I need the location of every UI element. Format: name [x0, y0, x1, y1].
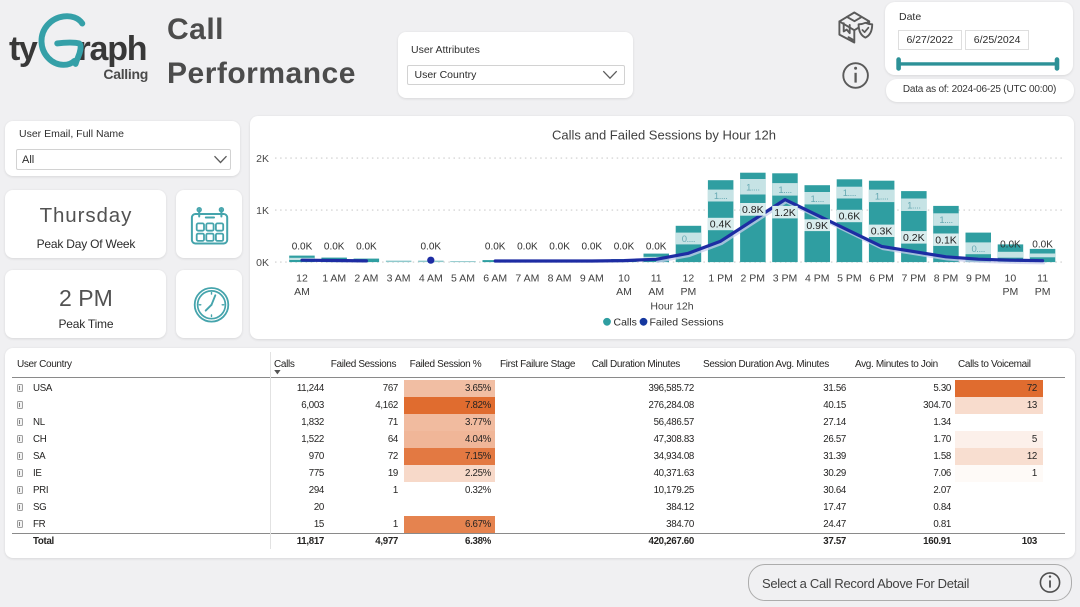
svg-text:1 PM: 1 PM [708, 273, 733, 285]
svg-text:5 PM: 5 PM [837, 273, 862, 285]
svg-text:0.0K: 0.0K [582, 242, 603, 253]
svg-text:0.2K: 0.2K [903, 232, 925, 244]
svg-text:Calls: Calls [614, 317, 637, 329]
svg-text:11: 11 [651, 273, 662, 285]
svg-text:1....: 1.... [714, 191, 727, 202]
svg-text:12: 12 [683, 273, 695, 285]
svg-text:8 AM: 8 AM [548, 273, 572, 285]
svg-text:0.0K: 0.0K [549, 242, 570, 253]
svg-text:0....: 0.... [972, 244, 985, 255]
svg-text:0.0K: 0.0K [646, 242, 667, 253]
svg-text:11: 11 [1037, 273, 1048, 285]
svg-text:3 PM: 3 PM [773, 273, 798, 285]
svg-text:0.6K: 0.6K [839, 211, 861, 223]
svg-text:7 AM: 7 AM [515, 273, 539, 285]
svg-text:0.8K: 0.8K [742, 204, 764, 216]
svg-text:10: 10 [1005, 273, 1017, 285]
svg-text:7 PM: 7 PM [902, 273, 927, 285]
svg-text:0.9K: 0.9K [806, 220, 828, 232]
svg-text:PM: PM [681, 286, 697, 298]
svg-text:PM: PM [1035, 286, 1051, 298]
svg-text:1....: 1.... [811, 194, 824, 205]
svg-text:2 PM: 2 PM [741, 273, 766, 285]
svg-text:6 AM: 6 AM [483, 273, 507, 285]
svg-text:1....: 1.... [843, 188, 856, 199]
svg-text:3 AM: 3 AM [387, 273, 411, 285]
svg-text:0.0K: 0.0K [356, 242, 377, 253]
svg-text:ty: ty [9, 30, 38, 68]
svg-text:0.0K: 0.0K [1000, 240, 1021, 251]
svg-text:AM: AM [616, 286, 632, 298]
svg-text:0.0K: 0.0K [324, 242, 345, 253]
svg-text:AM: AM [648, 286, 664, 298]
svg-text:0.0K: 0.0K [1032, 240, 1053, 251]
svg-text:12: 12 [296, 273, 308, 285]
svg-text:0.3K: 0.3K [871, 226, 893, 238]
svg-text:PM: PM [1003, 286, 1019, 298]
svg-text:0.0K: 0.0K [485, 242, 506, 253]
svg-text:0.0K: 0.0K [614, 242, 635, 253]
svg-text:0.0K: 0.0K [421, 242, 442, 253]
svg-text:10: 10 [618, 273, 630, 285]
svg-text:1....: 1.... [778, 185, 791, 196]
svg-text:1K: 1K [256, 205, 269, 217]
svg-text:6 PM: 6 PM [869, 273, 894, 285]
svg-text:1....: 1.... [875, 191, 888, 202]
svg-text:Calls and Failed Sessions by H: Calls and Failed Sessions by Hour 12h [552, 128, 776, 143]
svg-text:5 AM: 5 AM [451, 273, 475, 285]
svg-text:0.1K: 0.1K [935, 234, 957, 246]
svg-text:9 PM: 9 PM [966, 273, 991, 285]
svg-text:1....: 1.... [939, 215, 952, 226]
svg-text:2K: 2K [256, 153, 269, 165]
svg-text:Calling: Calling [103, 66, 148, 82]
svg-text:AM: AM [294, 286, 310, 298]
svg-text:raph: raph [78, 30, 147, 68]
svg-text:9 AM: 9 AM [580, 273, 604, 285]
svg-text:0.0K: 0.0K [292, 242, 313, 253]
svg-text:Failed Sessions: Failed Sessions [650, 317, 724, 329]
svg-text:8 PM: 8 PM [934, 273, 959, 285]
svg-text:4 AM: 4 AM [419, 273, 443, 285]
svg-text:0.4K: 0.4K [710, 219, 732, 231]
svg-text:1 AM: 1 AM [322, 273, 346, 285]
svg-text:Hour 12h: Hour 12h [650, 301, 693, 313]
svg-text:1....: 1.... [907, 200, 920, 211]
svg-text:0K: 0K [256, 257, 269, 269]
svg-text:0.0K: 0.0K [517, 242, 538, 253]
svg-text:4 PM: 4 PM [805, 273, 830, 285]
svg-text:1....: 1.... [746, 182, 759, 193]
svg-text:2 AM: 2 AM [354, 273, 378, 285]
svg-text:1.2K: 1.2K [774, 207, 796, 219]
svg-text:0....: 0.... [682, 234, 695, 245]
